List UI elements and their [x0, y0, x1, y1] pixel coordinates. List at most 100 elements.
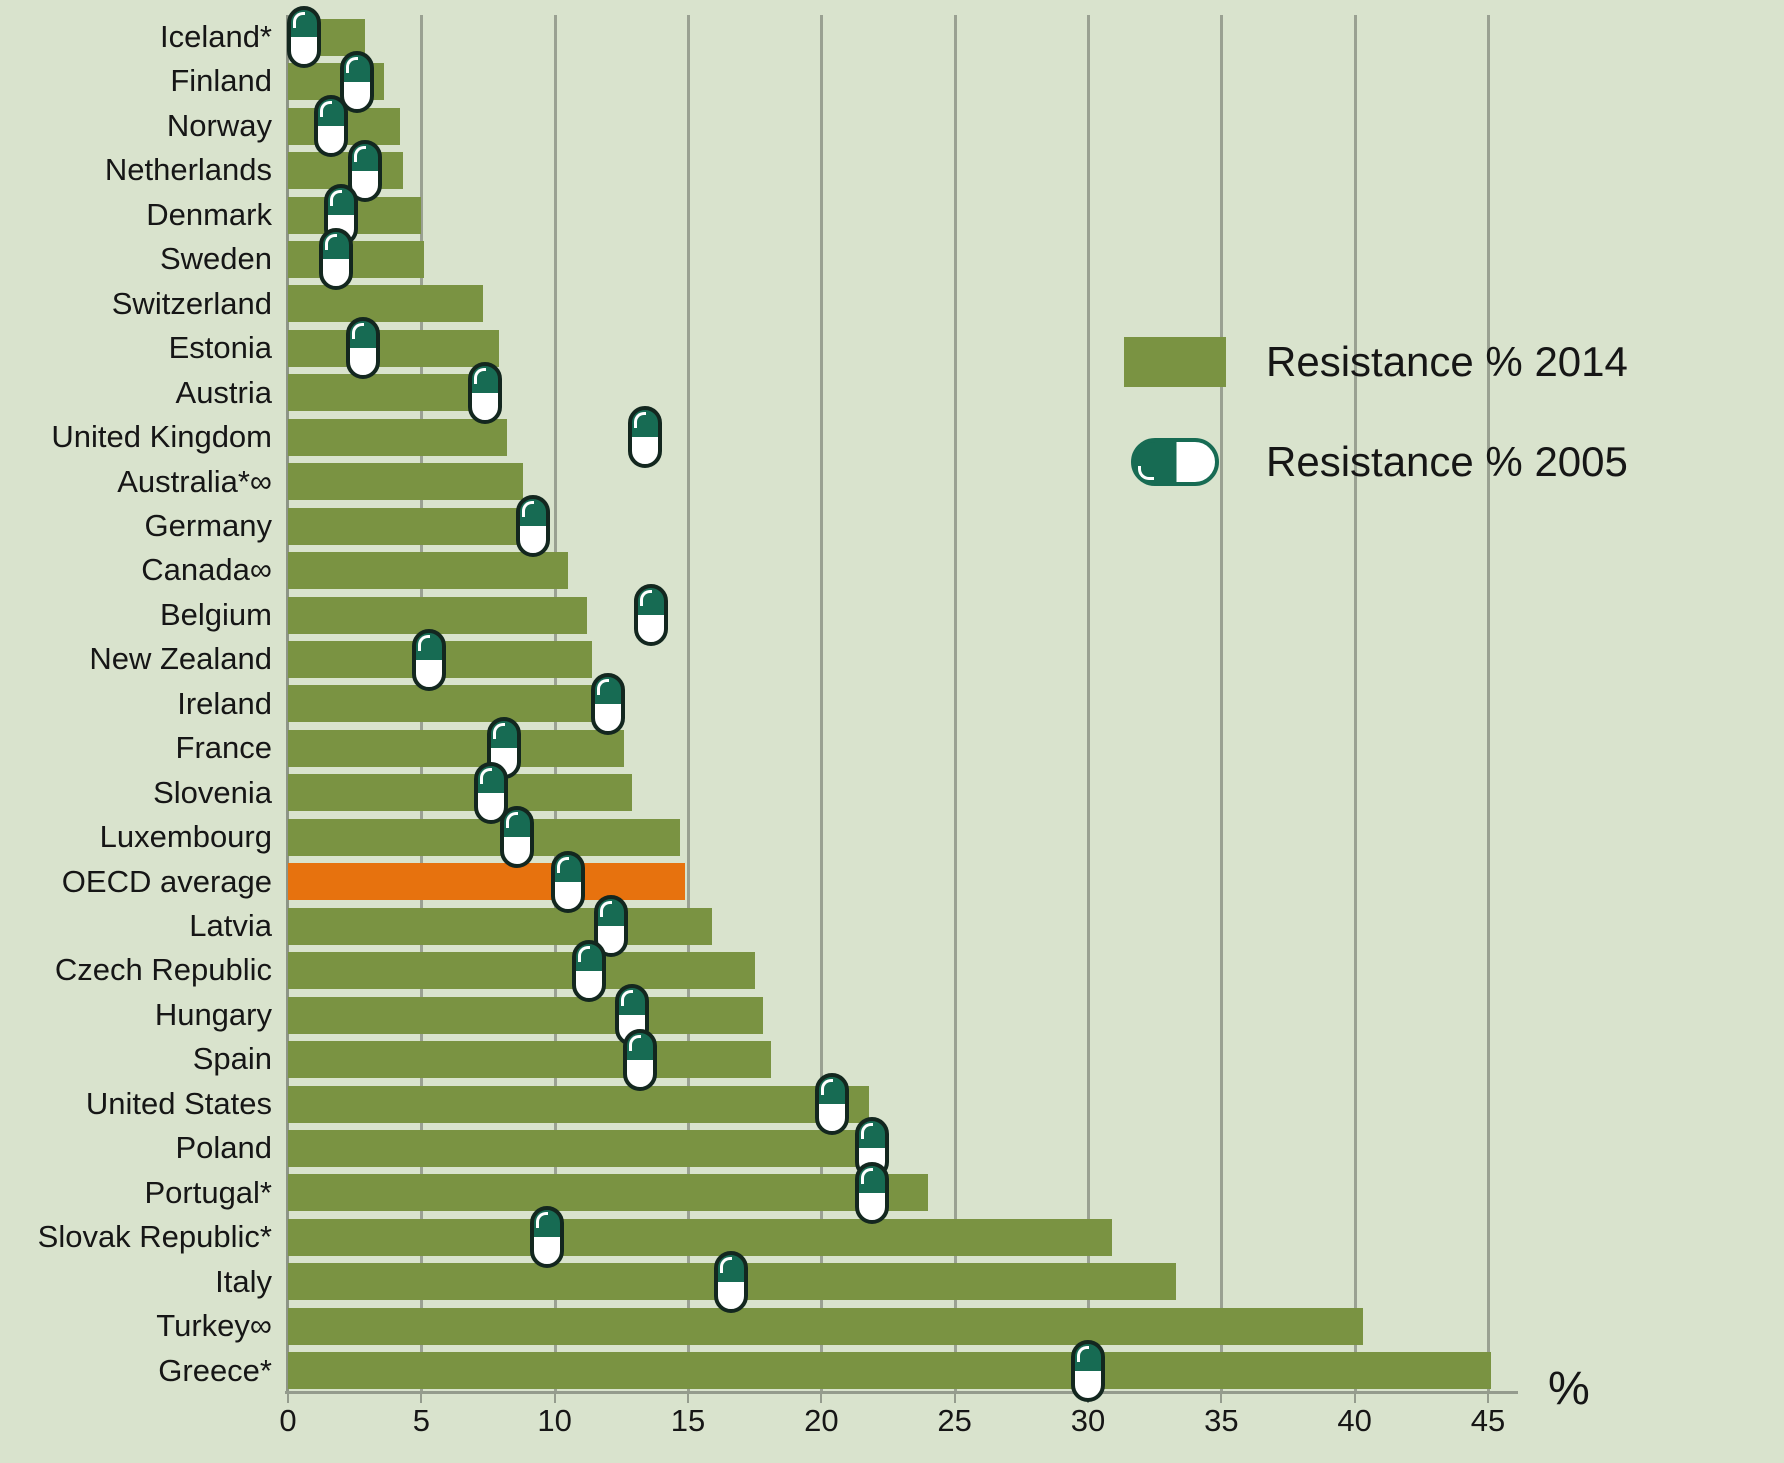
category-label: Finland [170, 63, 272, 99]
resistance-2014-bar [288, 285, 483, 323]
resistance-2014-bar [288, 463, 523, 501]
x-axis-tick [420, 1394, 423, 1403]
x-axis-tick-label: 35 [1204, 1403, 1239, 1438]
x-axis-line [285, 1391, 1518, 1394]
resistance-2005-marker [412, 628, 447, 691]
resistance-2005-marker [623, 1028, 657, 1091]
gridline [953, 15, 957, 1393]
category-label: OECD average [61, 863, 272, 899]
x-axis-tick [1220, 1394, 1223, 1403]
resistance-2014-bar [288, 1307, 1363, 1345]
resistance-2005-marker [340, 50, 375, 113]
x-axis-tick [687, 1394, 689, 1403]
x-axis-tick-label: 20 [804, 1403, 839, 1438]
resistance-2005-marker [313, 95, 348, 158]
gridline [1087, 15, 1090, 1393]
resistance-2014-bar [288, 1129, 880, 1167]
x-axis-tick [953, 1394, 956, 1403]
x-axis-tick-label: 45 [1470, 1403, 1506, 1438]
category-label: New Zealand [89, 641, 272, 677]
resistance-2014-bar [288, 507, 526, 545]
resistance-2005-marker [529, 1206, 564, 1269]
x-axis-tick-label: 0 [279, 1403, 297, 1438]
axis-zero-line [286, 15, 289, 1393]
gridline [1487, 15, 1490, 1393]
resistance-2005-marker [468, 361, 503, 424]
category-label: Ireland [177, 685, 272, 721]
x-axis-tick [1487, 1394, 1489, 1403]
category-label: United States [85, 1085, 272, 1121]
x-axis-unit-label: % [1548, 1361, 1590, 1414]
legend-pill-icon [1131, 438, 1219, 486]
category-label: Latvia [189, 908, 272, 943]
x-axis-tick [820, 1394, 823, 1403]
category-label: Sweden [159, 241, 272, 277]
x-axis-tick-label: 10 [537, 1403, 572, 1438]
resistance-2014-bar [288, 685, 608, 723]
resistance-2014-bar [288, 152, 403, 190]
category-label: Luxembourg [99, 819, 272, 855]
category-label: Slovenia [153, 774, 272, 810]
resistance-2014-bar [288, 729, 624, 767]
resistance-2005-marker [591, 672, 625, 735]
category-label: Austria [175, 374, 272, 410]
resistance-2014-bar [288, 418, 507, 456]
legend-label-2014: Resistance % 2014 [1266, 338, 1628, 385]
gridline [820, 15, 824, 1393]
category-label: Czech Republic [54, 952, 272, 988]
x-axis-tick [287, 1394, 289, 1403]
category-label: Australia*∞ [117, 463, 272, 499]
category-label: France [175, 730, 272, 766]
resistance-2005-marker [516, 495, 551, 558]
resistance-2005-marker [855, 1161, 889, 1224]
resistance-2005-marker [628, 406, 663, 469]
resistance-2005-marker [287, 6, 321, 69]
resistance-2005-marker [633, 584, 668, 647]
resistance-2014-bar [288, 1041, 771, 1079]
resistance-2005-marker [1071, 1339, 1105, 1402]
category-label: Netherlands [104, 152, 272, 188]
resistance-2005-marker [551, 850, 585, 913]
category-label: Spain [192, 1041, 272, 1077]
resistance-2005-marker [345, 317, 380, 380]
x-axis-tick-label: 40 [1337, 1403, 1372, 1438]
category-label: United Kingdom [51, 419, 272, 455]
resistance-2005-marker [713, 1250, 748, 1313]
category-label: Switzerland [111, 285, 272, 321]
resistance-2005-marker [572, 939, 607, 1002]
resistance-2014-bar [288, 1174, 928, 1212]
resistance-2005-marker [815, 1073, 849, 1136]
legend-label-2005: Resistance % 2005 [1266, 438, 1628, 485]
gridline [1220, 15, 1224, 1393]
x-axis-tick [1353, 1394, 1356, 1403]
category-label: Norway [166, 107, 272, 143]
resistance-2014-bar [288, 374, 502, 412]
category-label: Iceland* [159, 19, 272, 54]
category-label: Denmark [146, 196, 272, 232]
resistance-2005-marker [500, 806, 535, 869]
resistance-2014-bar [288, 996, 763, 1034]
x-axis-tick-label: 25 [937, 1403, 972, 1438]
category-label: Turkey∞ [156, 1308, 272, 1344]
category-label: Slovak Republic* [37, 1219, 272, 1255]
category-label: Belgium [160, 596, 272, 632]
resistance-2014-bar [288, 240, 424, 278]
category-label: Estonia [168, 330, 272, 366]
legend-bar-swatch [1124, 337, 1226, 387]
resistance-2014-bar [288, 1218, 1112, 1256]
resistance-2014-bar [288, 774, 632, 812]
gridline [687, 15, 690, 1393]
x-axis-tick [553, 1394, 556, 1403]
oecd-average-bar [288, 863, 686, 901]
category-label: Poland [175, 1130, 272, 1166]
gridline [1353, 15, 1357, 1393]
category-label: Germany [144, 507, 272, 543]
resistance-2014-bar [288, 596, 587, 634]
category-label: Canada∞ [141, 552, 272, 588]
resistance-2014-bar [288, 329, 499, 367]
resistance-2005-marker [319, 228, 353, 291]
resistance-2014-bar [288, 1085, 870, 1123]
category-label: Hungary [154, 996, 272, 1032]
resistance-2014-bar [288, 1352, 1491, 1390]
resistance-2014-bar [288, 907, 712, 945]
